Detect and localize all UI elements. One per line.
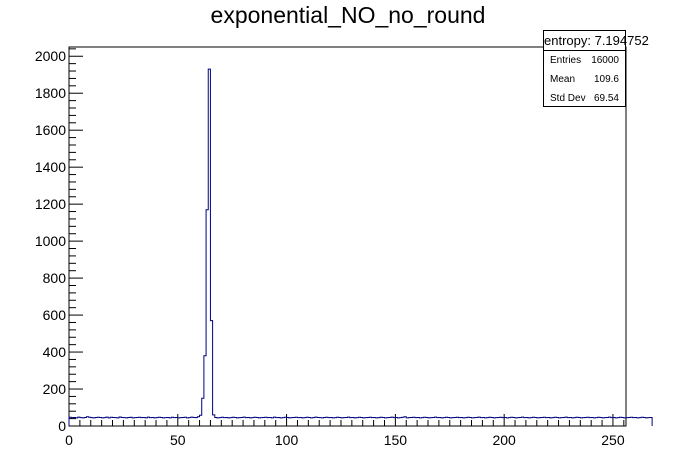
y-tick-label: 200 — [43, 381, 67, 397]
stats-value: 109.6 — [593, 74, 619, 85]
stats-value: 69.54 — [593, 93, 619, 104]
y-tick-label: 1400 — [35, 159, 66, 175]
y-tick-label: 1600 — [35, 122, 66, 138]
y-tick-label: 800 — [43, 270, 67, 286]
stats-row-entries: Entries 16000 — [544, 51, 625, 70]
axis-ticks — [68, 48, 625, 427]
x-tick-label: 250 — [601, 432, 625, 448]
tick-labels: 0 50 100 150 200 250 0 200 400 600 800 1000 1200 1400… — [35, 48, 625, 448]
plot-frame — [68, 46, 627, 427]
stats-label: Std Dev — [550, 93, 586, 104]
stats-box: entropy: 7.194752 Entries 16000 Mean 109… — [543, 30, 649, 108]
stats-title: entropy: 7.194752 — [544, 31, 649, 51]
y-tick-label: 400 — [43, 344, 67, 360]
stats-label: Mean — [550, 74, 576, 85]
chart-title: exponential_NO_no_round — [210, 2, 486, 28]
stats-label: Entries — [550, 55, 582, 66]
y-tick-label: 2000 — [35, 48, 66, 64]
stats-row-stddev: Std Dev 69.54 — [544, 89, 625, 108]
stats-value: 16000 — [591, 55, 619, 66]
y-tick-label: 1200 — [35, 196, 66, 212]
y-tick-label: 600 — [43, 307, 67, 323]
stats-row-mean: Mean 109.6 — [544, 70, 625, 89]
x-tick-label: 50 — [170, 432, 186, 448]
x-tick-label: 100 — [275, 432, 299, 448]
y-tick-label: 0 — [58, 418, 66, 434]
x-tick-label: 0 — [65, 432, 73, 448]
x-tick-label: 150 — [384, 432, 408, 448]
y-tick-label: 1000 — [35, 233, 66, 249]
histogram-line — [68, 68, 653, 426]
y-tick-label: 1800 — [35, 85, 66, 101]
x-tick-label: 200 — [492, 432, 516, 448]
